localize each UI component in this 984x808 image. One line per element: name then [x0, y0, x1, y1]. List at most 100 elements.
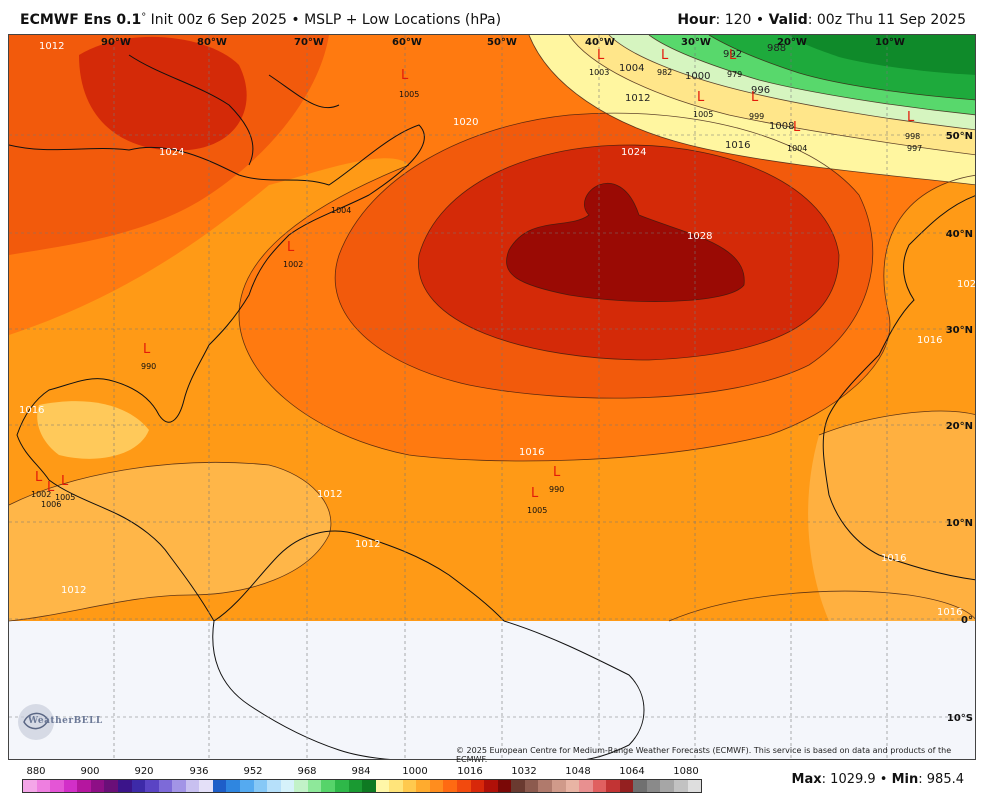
- isobar-label: 1012: [39, 41, 64, 52]
- colorbar-swatch: [660, 780, 674, 792]
- colorbar-swatch: [240, 780, 254, 792]
- colorbar-swatch: [104, 780, 118, 792]
- colorbar-swatch: [50, 780, 64, 792]
- colorbar-swatch: [646, 780, 661, 792]
- no-data-region: [9, 621, 975, 759]
- isobar-label: 1012: [317, 489, 342, 500]
- isobar-label: 1016: [725, 140, 750, 151]
- isobar-label: 1024: [621, 147, 646, 158]
- colorbar-swatch: [416, 780, 430, 792]
- colorbar-swatch: [23, 780, 37, 792]
- colorbar-label: 900: [80, 766, 100, 777]
- colorbar-swatch: [267, 780, 281, 792]
- isobar-label: 1028: [687, 231, 712, 242]
- pressure-zone-1024-canada: [79, 36, 247, 151]
- colorbar-swatch: [674, 780, 688, 792]
- colorbar-swatch: [226, 780, 240, 792]
- svg-text:979: 979: [727, 70, 742, 79]
- init-time: Init 00z 6 Sep 2025: [150, 12, 287, 28]
- svg-text:1005: 1005: [527, 506, 547, 515]
- colorbar-swatch: [185, 780, 200, 792]
- lat-label: 0°: [961, 615, 973, 626]
- colorbar-swatch: [389, 780, 403, 792]
- lat-label: 10°S: [947, 713, 973, 724]
- svg-text:1004: 1004: [331, 206, 351, 215]
- separator: •: [291, 12, 300, 28]
- low-marker: L 999: [749, 90, 764, 121]
- low-marker: L 1005: [55, 474, 75, 502]
- lon-label: 40°W: [585, 37, 615, 48]
- low-marker: L 1005: [527, 486, 547, 515]
- map-canvas: 90°W 80°W 70°W 60°W 50°W 40°W 30°W 20°W …: [9, 35, 975, 759]
- low-marker: L 982: [657, 48, 672, 77]
- colorbar-swatch: [307, 780, 322, 792]
- colorbar-swatch: [497, 780, 512, 792]
- svg-text:1002: 1002: [31, 490, 51, 499]
- colorbar-swatch: [402, 780, 417, 792]
- colorbar-label: 1000: [402, 766, 428, 777]
- coastlines: [9, 54, 975, 759]
- colorbar-swatch: [90, 780, 105, 792]
- isobar-label: 992: [723, 49, 742, 60]
- colorbar-swatch: [77, 780, 91, 792]
- colorbar-swatch: [443, 780, 457, 792]
- lon-label: 70°W: [294, 37, 324, 48]
- separator: •: [879, 772, 888, 787]
- lon-label: 20°W: [777, 37, 807, 48]
- svg-text:1002: 1002: [283, 260, 303, 269]
- svg-text:982: 982: [657, 68, 672, 77]
- svg-text:1005: 1005: [399, 90, 419, 99]
- isobar-label: 1008: [769, 121, 794, 132]
- svg-text:L: L: [35, 470, 43, 485]
- isobar-label: 1012: [625, 93, 650, 104]
- colorbar-swatch: [524, 780, 539, 792]
- isobar-label: 988: [767, 43, 786, 54]
- min-value: : 985.4: [918, 772, 964, 787]
- colorbar-labels: 880 900 920 936 952 968 984 1000 1016 10…: [22, 766, 702, 778]
- colorbar-swatch: [484, 780, 498, 792]
- isobar-label: 1004: [619, 63, 644, 74]
- isobar-label: 1000: [685, 71, 710, 82]
- isobar-label: 1016: [19, 405, 44, 416]
- svg-text:L: L: [531, 486, 539, 501]
- svg-text:L: L: [661, 48, 669, 63]
- colorbar-label: 920: [134, 766, 154, 777]
- isobar-label: 1020: [453, 117, 478, 128]
- colorbar-swatch: [538, 780, 552, 792]
- colorbar-label: 1080: [673, 766, 699, 777]
- lat-label: 50°N: [946, 131, 973, 142]
- lat-label: 40°N: [946, 229, 973, 240]
- colorbar-swatch: [619, 780, 634, 792]
- colorbar-swatch: [321, 780, 335, 792]
- latitude-labels: 50°N 40°N 30°N 20°N 10°N 0° 10°S: [946, 131, 973, 724]
- valid-label: Valid: [768, 12, 808, 28]
- colorbar-swatch: [280, 780, 295, 792]
- colorbar-swatch: [63, 780, 78, 792]
- graticule: [9, 35, 975, 759]
- colorbar-swatch: [294, 780, 308, 792]
- svg-text:L: L: [907, 110, 915, 125]
- colorbar-swatch: [606, 780, 620, 792]
- svg-text:L: L: [553, 465, 561, 480]
- min-label: Min: [891, 772, 919, 787]
- isobar-labels: 1024 1020 1024 1028 1016 1012 1008 1004 …: [19, 41, 975, 618]
- logo-text: WeatherBELL: [28, 716, 103, 726]
- svg-text:1005: 1005: [55, 493, 75, 502]
- low-marker: L 990: [141, 342, 156, 371]
- low-marker: L 1005: [399, 68, 419, 99]
- pressure-zone-1028: [506, 183, 745, 302]
- svg-text:L: L: [729, 48, 737, 63]
- lat-label: 30°N: [946, 325, 973, 336]
- colorbar-swatch: [172, 780, 186, 792]
- isobar-label: 1012: [355, 539, 380, 550]
- low-marker: L 1002: [31, 470, 51, 499]
- colorbar-swatch: [457, 780, 471, 792]
- pressure-map: 90°W 80°W 70°W 60°W 50°W 40°W 30°W 20°W …: [8, 34, 976, 760]
- svg-text:L: L: [287, 240, 295, 255]
- colorbar-label: 1064: [619, 766, 645, 777]
- low-marker: L 1004: [787, 120, 807, 153]
- colorbar-swatch: [348, 780, 363, 792]
- degree-symbol: °: [141, 12, 147, 23]
- header-valid: Hour: 120 • Valid: 00z Thu 11 Sep 2025: [677, 12, 966, 28]
- model-name: ECMWF Ens 0.1: [20, 12, 142, 28]
